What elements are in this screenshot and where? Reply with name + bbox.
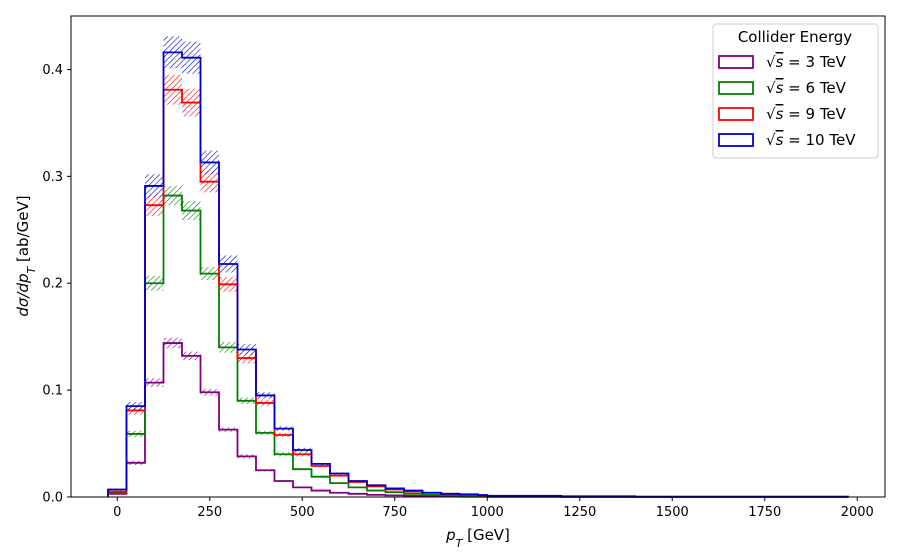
series-line (107, 51, 849, 498)
y-axis-title: dσ/dpT [ab/GeV] (14, 195, 38, 316)
legend-frame (712, 23, 879, 159)
x-axis-title: pT [GeV] (445, 526, 510, 550)
legend-swatch (718, 55, 754, 69)
legend-item-3-tev: √s = 3 TeV (718, 53, 847, 71)
x-tick-label: 1750 (748, 505, 781, 520)
x-tick-label: 1500 (656, 505, 689, 520)
x-tick-label: 500 (290, 505, 315, 520)
x-tick-label: 250 (197, 505, 222, 520)
y-tick-label: 0.2 (42, 277, 63, 292)
y-axis: 0.0 0.1 0.2 0.3 0.4 (42, 63, 71, 506)
legend-label: √s = 3 TeV (766, 53, 847, 71)
y-tick-label: 0.4 (42, 63, 63, 78)
y-tick-label: 0.1 (42, 384, 63, 399)
legend-item-9-tev: √s = 9 TeV (718, 105, 847, 123)
legend-items: √s = 3 TeV √s = 6 TeV √s = 9 TeV √s = 10 Te… (718, 53, 856, 149)
legend: Collider Energy √s = 3 TeV√s = 6 TeV√s =… (712, 23, 879, 159)
legend-item-6-tev: √s = 6 TeV (718, 79, 847, 97)
x-tick-label: 750 (382, 505, 407, 520)
legend-swatch (718, 81, 754, 95)
x-axis: 0 250 500 750 1000 1250 1500 1750 2000 (113, 497, 874, 520)
x-tick-label: 0 (113, 505, 121, 520)
y-tick-label: 0.0 (42, 491, 63, 506)
x-tick-label: 1250 (563, 505, 596, 520)
x-tick-label: 2000 (841, 505, 874, 520)
legend-label: √s = 6 TeV (766, 79, 847, 97)
legend-swatch (718, 107, 754, 121)
legend-label: √s = 10 TeV (766, 131, 856, 149)
legend-item-10-tev: √s = 10 TeV (718, 131, 856, 149)
y-tick-label: 0.3 (42, 170, 63, 185)
x-tick-label: 1000 (471, 505, 504, 520)
plot-frame (70, 15, 886, 498)
legend-swatch (718, 133, 754, 147)
legend-title: Collider Energy (738, 28, 852, 46)
legend-label: √s = 9 TeV (766, 105, 847, 123)
